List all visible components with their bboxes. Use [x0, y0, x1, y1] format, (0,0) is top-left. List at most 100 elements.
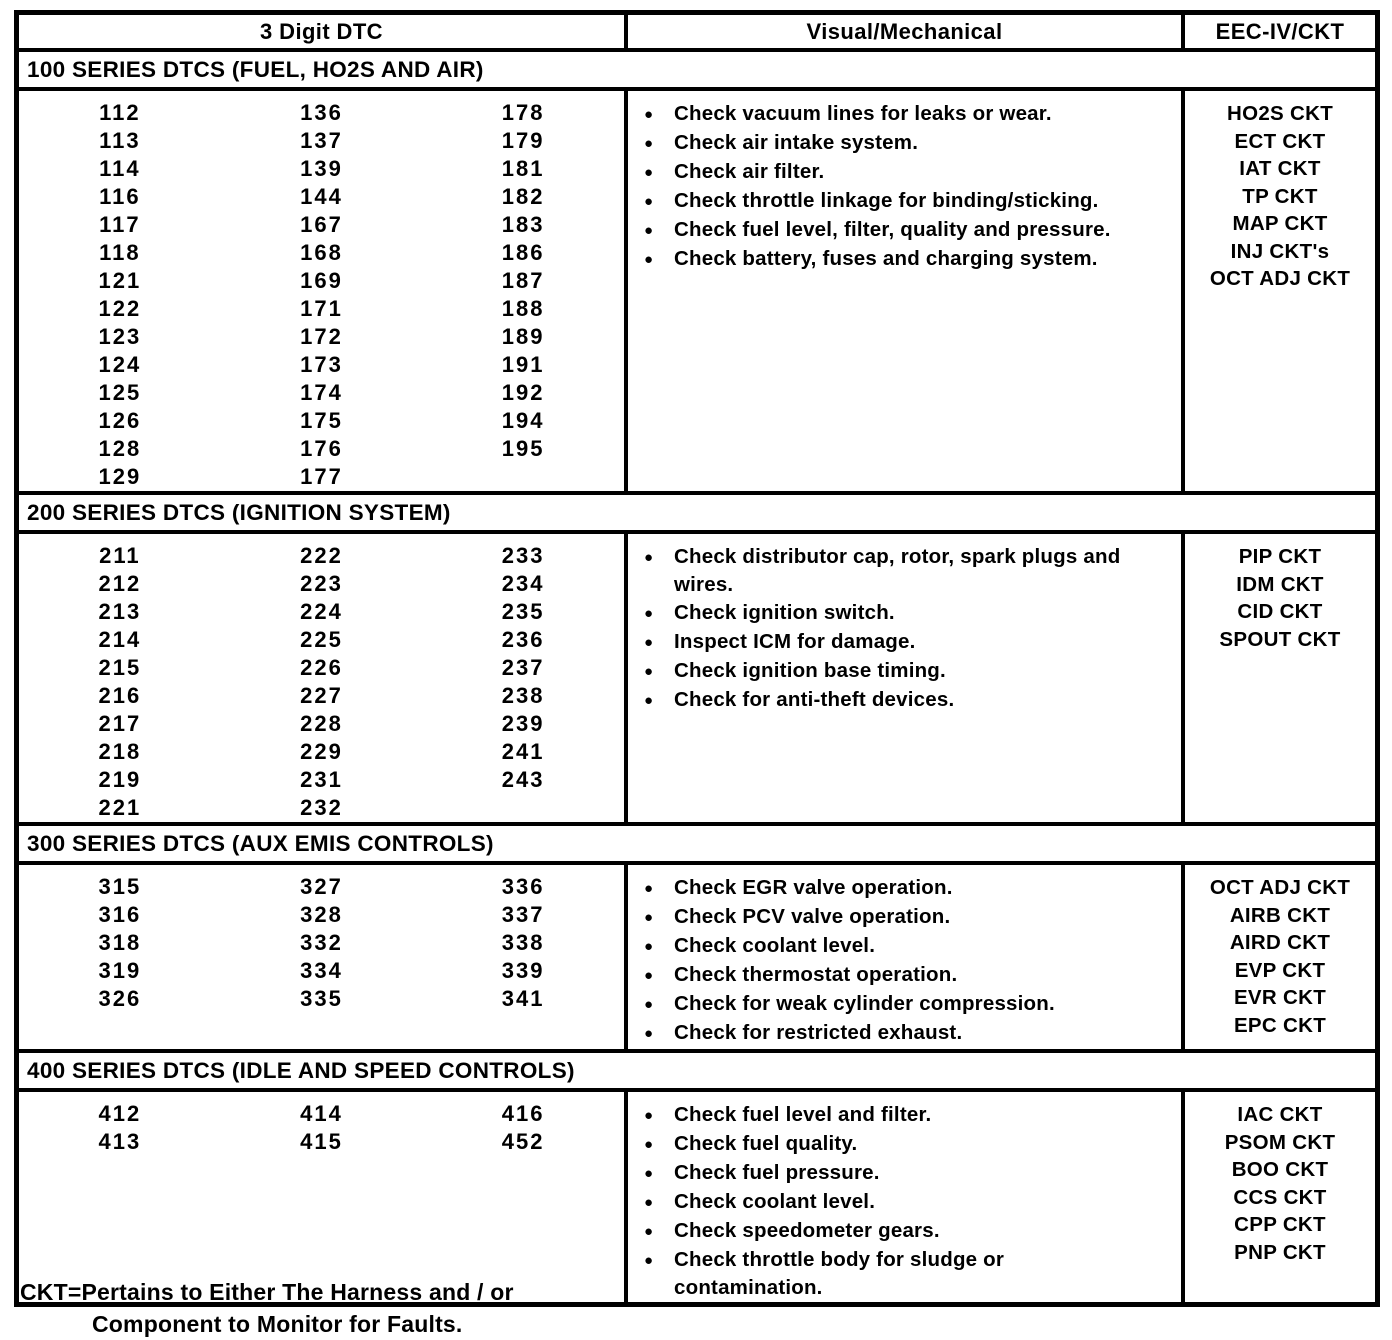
dtc-number: 187 [501, 268, 545, 293]
check-item: ● Check EGR valve operation. [644, 874, 1153, 903]
dtc-number: 116 [99, 184, 141, 209]
check-item: ● Check fuel pressure. [644, 1159, 1153, 1188]
dtc-number: 122 [98, 296, 142, 321]
dtc-number-column: 222 223 224 225 226 227 228 229 231 232 [221, 542, 423, 822]
column-header-eec-iv-ckt: EEC-IV/CKT [1215, 18, 1345, 44]
dtc-number: 223 [300, 571, 343, 596]
section-data-200-series: 211 212 213 214 215 216 217 218 219 221 222 223 224… [19, 534, 1375, 826]
check-item: ● Check battery, fuses and charging syst… [644, 245, 1153, 274]
dtc-number: 229 [300, 739, 343, 764]
bullet-icon: ● [644, 996, 654, 1013]
check-text: Check vacuum lines for leaks or wear. [674, 102, 1052, 125]
eec-iv-ckt-list: OCT ADJ CKT AIRB CKT AIRD CKT EVP CKT EVR CK… [1185, 865, 1375, 1049]
check-text: Check throttle linkage for binding/stick… [674, 189, 1099, 212]
dtc-number: 113 [99, 128, 141, 153]
bullet-icon: ● [644, 880, 654, 897]
dtc-number: 241 [501, 739, 545, 764]
check-text: Check speedometer gears. [674, 1219, 940, 1242]
section-title-200-series: 200 SERIES DTCS (IGNITION SYSTEM) [19, 495, 1375, 534]
dtc-number-column: 315 316 318 319 326 [19, 873, 221, 1013]
dtc-number: 195 [501, 436, 545, 461]
dtc-number-columns: 211 212 213 214 215 216 217 218 219 221 222 223 224… [19, 534, 628, 822]
dtc-number: 225 [300, 627, 343, 652]
check-item: ● Check ignition base timing. [644, 657, 1153, 686]
dtc-number: 167 [300, 212, 343, 237]
bullet-icon: ● [644, 663, 654, 680]
check-item: ● Check throttle body for sludge or cont… [644, 1246, 1153, 1302]
check-item: ● Check air filter. [644, 158, 1153, 187]
table-header-row: 3 Digit DTC Visual/Mechanical EEC-IV/CKT [19, 15, 1375, 52]
ckt-label: EVR CKT [1233, 986, 1327, 1009]
dtc-number: 114 [99, 156, 141, 181]
bullet-icon: ● [644, 938, 654, 955]
check-item: ● Check for weak cylinder compression. [644, 990, 1153, 1019]
bullet-icon: ● [644, 106, 654, 123]
dtc-number: 139 [300, 156, 343, 181]
visual-mechanical-checklist: ● Check distributor cap, rotor, spark pl… [628, 534, 1185, 822]
bullet-icon: ● [644, 251, 654, 268]
dtc-number: 221 [98, 795, 142, 820]
ckt-label: IAC CKT [1237, 1103, 1323, 1126]
dtc-number: 112 [99, 100, 141, 125]
ckt-label: SPOUT CKT [1219, 627, 1341, 651]
check-text: Check fuel level and filter. [674, 1103, 932, 1126]
check-text: Inspect ICM for damage. [674, 630, 916, 653]
bullet-icon: ● [644, 909, 654, 926]
dtc-number: 182 [501, 184, 545, 209]
dtc-number: 318 [98, 930, 142, 955]
dtc-number: 168 [300, 240, 343, 265]
check-item: ● Check fuel level, filter, quality and … [644, 216, 1153, 245]
check-text: Check ignition base timing. [674, 659, 946, 682]
dtc-number: 123 [98, 324, 142, 349]
section-data-400-series: 412 413 414 415 416 452 ● Check fuel level … [19, 1092, 1375, 1302]
check-text: Check coolant level. [674, 1190, 876, 1213]
dtc-number: 136 [300, 100, 343, 125]
dtc-number: 239 [501, 711, 545, 736]
dtc-number: 233 [501, 543, 545, 568]
dtc-number: 216 [98, 683, 142, 708]
check-item: ● Check coolant level. [644, 1188, 1153, 1217]
check-item: ● Check ignition switch. [644, 599, 1153, 628]
bullet-icon: ● [644, 967, 654, 984]
dtc-number: 224 [300, 599, 343, 624]
dtc-number: 315 [98, 874, 142, 899]
bullet-icon: ● [644, 1165, 654, 1182]
dtc-number: 222 [300, 543, 343, 568]
ckt-footnote-line1: CKT=Pertains to Either The Harness and /… [20, 1279, 514, 1305]
dtc-number: 219 [98, 767, 142, 792]
check-text: Check ignition switch. [674, 601, 895, 624]
ckt-label: CCS CKT [1233, 1185, 1327, 1209]
dtc-number-column: 414 415 [221, 1100, 423, 1156]
dtc-number: 176 [300, 436, 343, 461]
dtc-number: 175 [300, 408, 343, 433]
check-item: ● Check for restricted exhaust. [644, 1019, 1153, 1048]
eec-iv-ckt-list: IAC CKT PSOM CKT BOO CKT CCS CKT CPP CKT PNP … [1185, 1092, 1375, 1302]
dtc-number-column: 336 337 338 339 341 [422, 873, 624, 1013]
check-item: ● Check for anti-theft devices. [644, 686, 1153, 715]
eec-iv-ckt-list: PIP CKT IDM CKT CID CKT SPOUT CKT [1185, 534, 1375, 822]
bullet-icon: ● [644, 1223, 654, 1240]
ckt-label: TP CKT [1242, 184, 1318, 208]
dtc-number: 234 [501, 571, 545, 596]
section-data-100-series: 112 113 114 116 117 118 121 122 123 124 125 126 128 1… [19, 91, 1375, 495]
ckt-label: IDM CKT [1236, 572, 1324, 596]
check-item: ● Check vacuum lines for leaks or wear. [644, 100, 1153, 129]
dtc-number: 144 [300, 184, 343, 209]
dtc-number: 192 [501, 380, 545, 405]
visual-mechanical-checklist: ● Check vacuum lines for leaks or wear. … [628, 91, 1185, 491]
dtc-number: 412 [98, 1101, 142, 1126]
check-text: Check throttle body for sludge or contam… [674, 1248, 1005, 1299]
dtc-table: 3 Digit DTC Visual/Mechanical EEC-IV/CKT… [14, 10, 1380, 1307]
dtc-number: 335 [300, 986, 343, 1011]
check-text: Check fuel quality. [674, 1132, 858, 1155]
ckt-label: AIRD CKT [1229, 931, 1331, 954]
dtc-number-column: 136 137 139 144 167 168 169 171 172 173 174 175 176 1… [221, 99, 423, 491]
ckt-label: CPP CKT [1234, 1213, 1326, 1236]
bullet-icon: ● [644, 605, 654, 622]
dtc-number: 227 [300, 683, 343, 708]
check-text: Check fuel level, filter, quality and pr… [674, 218, 1111, 241]
bullet-icon: ● [644, 222, 654, 239]
dtc-number: 334 [300, 958, 343, 983]
dtc-number: 125 [98, 380, 142, 405]
